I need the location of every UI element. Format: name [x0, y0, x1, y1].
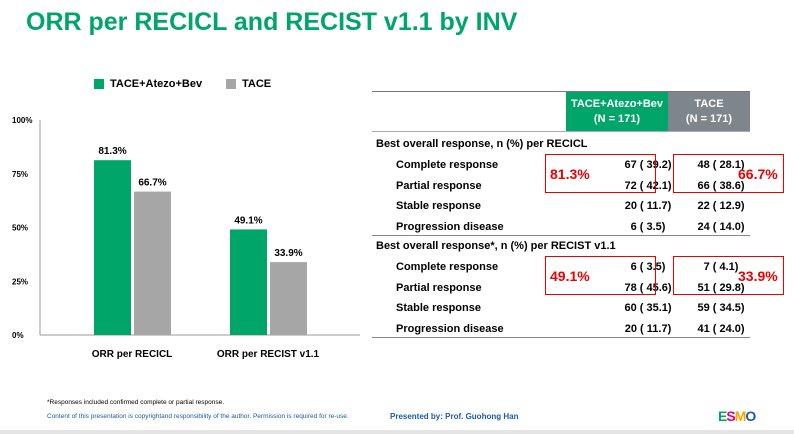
- orr-box: [545, 256, 656, 295]
- header-name: TACE+Atezo+Bev: [570, 98, 664, 110]
- row-label: Stable response: [396, 200, 481, 212]
- bar-tace: [134, 191, 171, 335]
- row-label: Stable response: [396, 302, 481, 314]
- cell-tace-atezo-bev: 6 ( 3.5): [630, 220, 666, 233]
- y-tick-label: 0%: [12, 331, 24, 340]
- footnote: *Responses included confirmed complete o…: [47, 399, 225, 406]
- data-label: 81.3%: [98, 146, 126, 157]
- cell-tace: 51 ( 29.8): [697, 281, 745, 294]
- bar-tace: [270, 262, 307, 335]
- header-n: (N = 171): [593, 113, 641, 125]
- orr-value: 33.9%: [738, 268, 778, 284]
- column-header-tace: TACE (N = 171): [668, 92, 750, 131]
- cell-tace-atezo-bev: 67 ( 39.2): [624, 159, 672, 171]
- bar-tace-atezo-bev: [230, 229, 267, 335]
- cell-tace: 48 ( 28.1): [697, 159, 745, 171]
- header-n: (N = 171): [685, 113, 733, 125]
- legend-item-tace-atezo-bev: TACE+Atezo+Bev: [94, 78, 202, 90]
- orr-value: 66.7%: [738, 166, 778, 182]
- section-title: Best overall response*, n (%) per RECIST…: [376, 240, 616, 252]
- data-label: 66.7%: [138, 178, 166, 189]
- orr-value: 49.1%: [550, 268, 590, 284]
- row-label: Complete response: [396, 159, 499, 171]
- bar-chart: 0% 25% 50% 75% 100% 81.3% 66.7% ORR per RECICL 4…: [12, 116, 360, 360]
- legend-swatch: [94, 79, 104, 89]
- legend-label: TACE: [242, 78, 272, 90]
- category-label: ORR per RECIST v1.1: [217, 349, 320, 360]
- y-tick-label: 100%: [12, 116, 32, 125]
- bottom-bar: [0, 430, 794, 434]
- legend-item-tace: TACE: [226, 78, 271, 90]
- row-label: Partial response: [396, 179, 482, 192]
- data-label: 33.9%: [274, 248, 302, 259]
- section-title: Best overall response, n (%) per RECICL: [376, 138, 588, 150]
- legend-label: TACE+Atezo+Bev: [110, 78, 203, 90]
- copyright-notice: Content of this presentation is copyrigh…: [47, 413, 349, 420]
- y-tick-label: 50%: [12, 224, 28, 233]
- row-label: Progression disease: [396, 322, 504, 335]
- row-label: Complete response: [396, 261, 499, 273]
- orr-box: [673, 256, 784, 295]
- cell-tace: 7 ( 4.1): [703, 261, 739, 273]
- cell-tace: 41 ( 24.0): [697, 322, 745, 335]
- cell-tace: 22 ( 12.9): [697, 200, 745, 212]
- cell-tace: 24 ( 14.0): [697, 220, 745, 233]
- y-tick-label: 75%: [12, 170, 28, 179]
- orr-value: 81.3%: [550, 166, 590, 182]
- legend-swatch: [226, 79, 236, 89]
- cell-tace-atezo-bev: 20 ( 11.7): [624, 322, 672, 335]
- cell-tace-atezo-bev: 6 ( 3.5): [630, 261, 666, 273]
- cell-tace-atezo-bev: 60 ( 35.1): [624, 302, 672, 314]
- category-label: ORR per RECICL: [92, 349, 173, 360]
- slide-title: ORR per RECICL and RECIST v1.1 by INV: [26, 8, 518, 36]
- data-label: 49.1%: [234, 215, 262, 226]
- presenter: Presented by: Prof. Guohong Han: [390, 412, 519, 421]
- orr-box: [673, 154, 784, 193]
- cell-tace-atezo-bev: 72 ( 42.1): [624, 179, 672, 192]
- cell-tace: 66 ( 38.6): [697, 179, 745, 192]
- row-label: Partial response: [396, 281, 482, 294]
- row-label: Progression disease: [396, 220, 504, 233]
- esmo-logo: ESMO: [718, 408, 756, 424]
- bar-tace-atezo-bev: [94, 160, 131, 335]
- cell-tace-atezo-bev: 20 ( 11.7): [624, 200, 672, 212]
- header-name: TACE: [694, 98, 724, 110]
- orr-box: [545, 154, 656, 193]
- y-tick-label: 25%: [12, 277, 28, 286]
- cell-tace: 59 ( 34.5): [697, 302, 745, 314]
- column-header-tace-atezo-bev: TACE+Atezo+Bev (N = 171): [566, 92, 668, 131]
- cell-tace-atezo-bev: 78 ( 45.6): [624, 281, 672, 294]
